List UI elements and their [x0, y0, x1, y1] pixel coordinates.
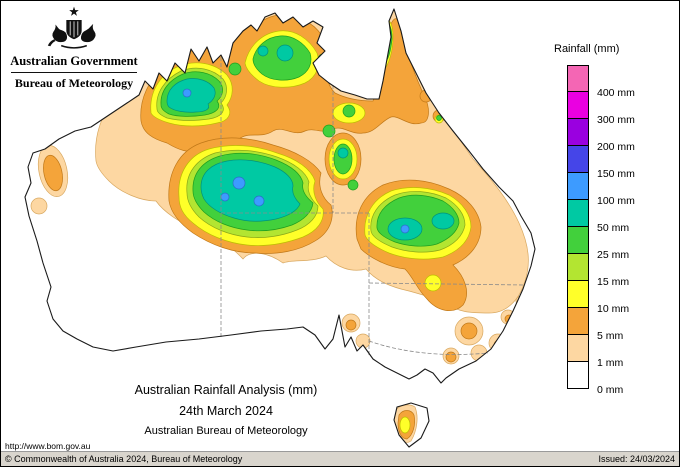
legend-entry: 50 mm	[567, 200, 671, 234]
legend-entry: 15 mm	[567, 254, 671, 288]
legend-entry: 400 mm	[567, 65, 671, 99]
header-divider	[11, 72, 137, 73]
map-date: 24th March 2024	[179, 404, 273, 418]
legend-label: 10 mm	[597, 303, 630, 315]
legend-swatch	[567, 362, 589, 389]
legend-entry: 150 mm	[567, 146, 671, 180]
map-caption: Australian Rainfall Analysis (mm) 24th M…	[76, 383, 376, 437]
legend-label: 25 mm	[597, 249, 630, 261]
rainfall-legend: Rainfall (mm) 400 mm 300 mm 200 mm 150 m…	[553, 43, 677, 396]
legend-color-bar: 400 mm 300 mm 200 mm 150 mm 100 mm 50 mm	[567, 65, 677, 396]
legend-swatch	[567, 173, 589, 200]
scroll-banner	[60, 44, 88, 49]
government-name: Australian Government	[10, 54, 138, 68]
kangaroo-tail	[47, 39, 56, 47]
legend-label: 300 mm	[597, 114, 635, 126]
agency-name: Bureau of Meteorology	[14, 76, 134, 90]
rain-layer-50mm	[166, 44, 455, 241]
legend-swatch	[567, 65, 589, 92]
emu-icon	[80, 23, 96, 43]
copyright-text: © Commonwealth of Australia 2024, Bureau…	[5, 454, 243, 464]
high-intensity-dot	[447, 116, 453, 122]
legend-entry: 300 mm	[567, 92, 671, 126]
legend-entry: 25 mm	[567, 227, 671, 261]
legend-label: 50 mm	[597, 222, 630, 234]
state-borders	[220, 57, 525, 355]
coat-of-arms-icon	[47, 6, 96, 49]
legend-title: Rainfall (mm)	[554, 43, 620, 55]
legend-label: 5 mm	[597, 330, 624, 342]
legend-label: 100 mm	[597, 195, 635, 207]
australia-rainfall-map	[24, 8, 536, 448]
legend-label: 0 mm	[597, 384, 624, 396]
legend-label: 15 mm	[597, 276, 630, 288]
legend-entry: 5 mm	[567, 308, 671, 342]
footer-bar: © Commonwealth of Australia 2024, Bureau…	[1, 451, 679, 466]
map-agency: Australian Bureau of Meteorology	[144, 425, 308, 437]
legend-label: 200 mm	[597, 141, 635, 153]
legend-swatch	[567, 92, 589, 119]
map-title: Australian Rainfall Analysis (mm)	[134, 383, 318, 397]
issued-date: Issued: 24/03/2024	[598, 454, 675, 464]
legend-entry: 10 mm	[567, 281, 671, 315]
legend-label: 1 mm	[597, 357, 624, 369]
legend-swatch	[567, 254, 589, 281]
legend-swatch	[567, 281, 589, 308]
legend-entry: 200 mm	[567, 119, 671, 153]
bom-url-text: http://www.bom.gov.au	[5, 441, 91, 451]
qld-nsw-border-line	[368, 282, 525, 286]
commonwealth-star-icon	[69, 6, 79, 16]
mainland-coastline	[24, 8, 536, 384]
legend-swatch	[567, 227, 589, 254]
legend-entry: 0 mm	[567, 362, 671, 396]
legend-entry: 100 mm	[567, 173, 671, 207]
legend-entry: 1 mm	[567, 335, 671, 369]
legend-swatch	[567, 119, 589, 146]
legend-swatch	[567, 146, 589, 173]
nsw-vic-border-line	[368, 340, 489, 355]
legend-swatch	[567, 200, 589, 227]
legend-label: 400 mm	[597, 87, 635, 99]
legend-swatch	[567, 335, 589, 362]
legend-swatch	[567, 308, 589, 335]
tasmania-coastline	[393, 402, 430, 448]
kangaroo-icon	[52, 24, 68, 43]
government-header: Australian Government Bureau of Meteorol…	[9, 6, 139, 91]
legend-label: 150 mm	[597, 168, 635, 180]
